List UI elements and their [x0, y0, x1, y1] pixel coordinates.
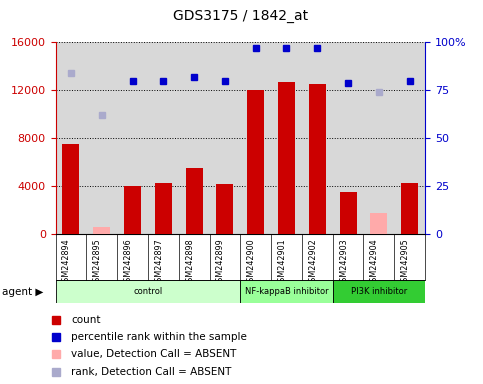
Text: GSM242903: GSM242903 [339, 238, 348, 286]
Text: GSM242905: GSM242905 [400, 238, 410, 287]
Bar [247, 90, 264, 234]
Text: control: control [133, 287, 163, 296]
Bar [185, 168, 202, 234]
Bar [93, 227, 110, 234]
Text: rank, Detection Call = ABSENT: rank, Detection Call = ABSENT [71, 366, 231, 377]
Text: GSM242902: GSM242902 [308, 238, 317, 287]
Text: count: count [71, 314, 100, 325]
Bar [56, 280, 241, 303]
Text: agent ▶: agent ▶ [2, 287, 44, 297]
Text: GSM242896: GSM242896 [124, 238, 132, 286]
Text: GSM242900: GSM242900 [247, 238, 256, 286]
Bar [62, 144, 79, 234]
Bar [309, 84, 326, 234]
Text: GSM242898: GSM242898 [185, 238, 194, 286]
Bar [401, 183, 418, 234]
Bar [216, 184, 233, 234]
Bar [333, 280, 425, 303]
Text: GSM242899: GSM242899 [216, 238, 225, 287]
Text: percentile rank within the sample: percentile rank within the sample [71, 332, 247, 342]
Bar [124, 186, 141, 234]
Text: value, Detection Call = ABSENT: value, Detection Call = ABSENT [71, 349, 237, 359]
Text: GDS3175 / 1842_at: GDS3175 / 1842_at [173, 9, 308, 23]
Bar [241, 280, 333, 303]
Text: GSM242901: GSM242901 [277, 238, 286, 286]
Text: GSM242894: GSM242894 [62, 238, 71, 286]
Text: GSM242897: GSM242897 [154, 238, 163, 287]
Bar [155, 183, 172, 234]
Text: GSM242895: GSM242895 [93, 238, 102, 287]
Bar [278, 82, 295, 234]
Text: GSM242904: GSM242904 [370, 238, 379, 286]
Text: NF-kappaB inhibitor: NF-kappaB inhibitor [245, 287, 328, 296]
Bar [370, 213, 387, 234]
Text: PI3K inhibitor: PI3K inhibitor [351, 287, 407, 296]
Bar [340, 192, 356, 234]
